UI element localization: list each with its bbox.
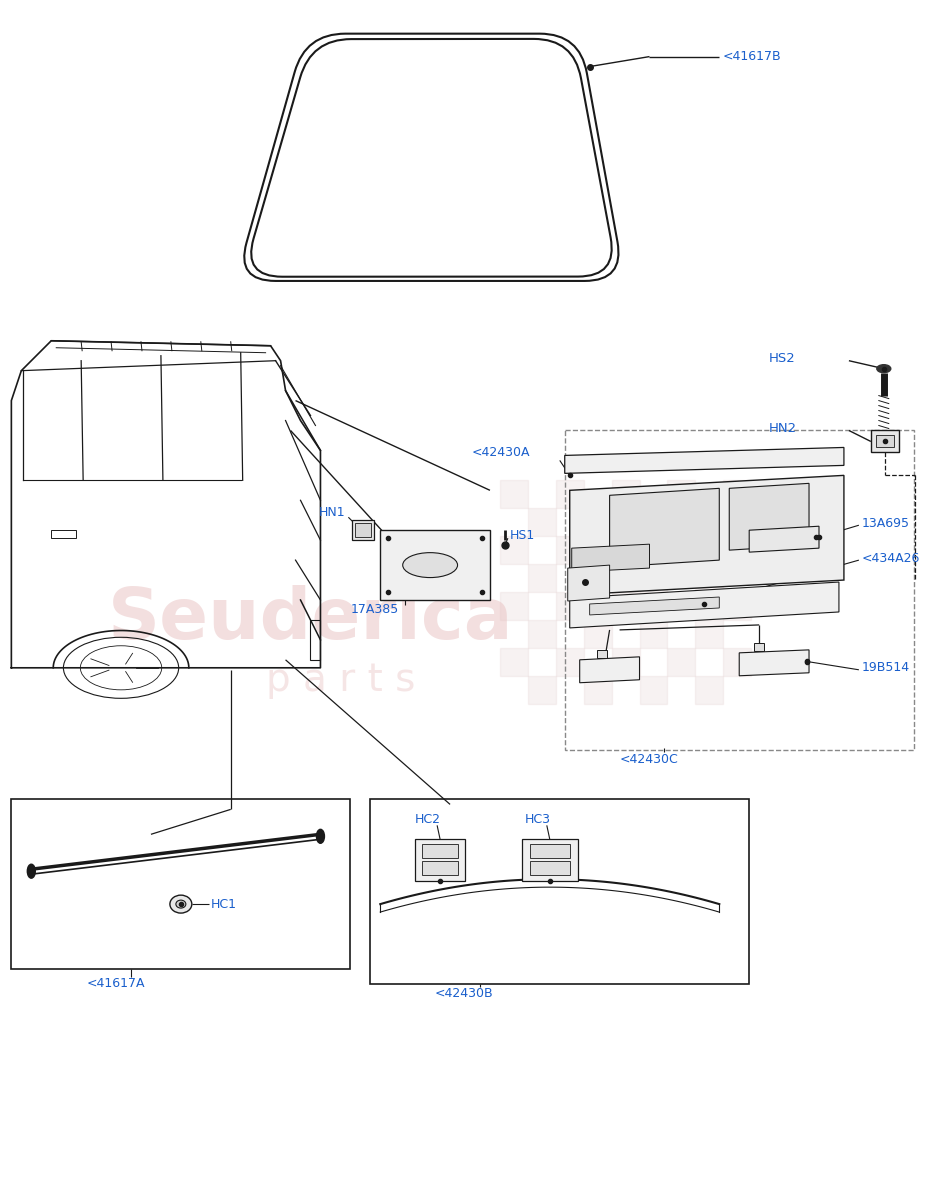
Bar bbox=[668, 536, 695, 564]
Bar bbox=[555, 480, 584, 509]
Bar bbox=[500, 648, 528, 676]
Bar bbox=[565, 431, 914, 750]
Bar bbox=[668, 648, 695, 676]
Polygon shape bbox=[580, 656, 639, 683]
Text: p a r t s: p a r t s bbox=[265, 661, 415, 698]
Bar bbox=[639, 620, 668, 648]
Polygon shape bbox=[572, 544, 650, 572]
Bar bbox=[522, 839, 577, 881]
Ellipse shape bbox=[176, 900, 185, 908]
Text: <434A26: <434A26 bbox=[862, 552, 921, 565]
Bar bbox=[639, 564, 668, 592]
Text: HS1: HS1 bbox=[510, 529, 535, 541]
Bar bbox=[584, 620, 611, 648]
Bar bbox=[668, 592, 695, 620]
Polygon shape bbox=[610, 488, 719, 568]
Bar bbox=[11, 799, 350, 968]
Polygon shape bbox=[590, 598, 719, 614]
Bar bbox=[611, 592, 639, 620]
Text: 13A695: 13A695 bbox=[862, 517, 910, 529]
Bar bbox=[668, 480, 695, 509]
Bar bbox=[370, 799, 749, 984]
Polygon shape bbox=[570, 582, 839, 628]
Text: HN2: HN2 bbox=[769, 422, 797, 436]
Bar bbox=[353, 521, 375, 540]
Bar bbox=[500, 480, 528, 509]
Text: Seuderica: Seuderica bbox=[107, 586, 514, 654]
Bar bbox=[695, 620, 724, 648]
Text: 17A385: 17A385 bbox=[350, 604, 398, 617]
Text: 19B514: 19B514 bbox=[862, 661, 910, 674]
Ellipse shape bbox=[28, 864, 35, 878]
Text: <41617B: <41617B bbox=[722, 50, 781, 64]
Bar bbox=[530, 862, 570, 875]
Bar bbox=[500, 592, 528, 620]
Ellipse shape bbox=[317, 829, 324, 844]
Bar bbox=[422, 862, 458, 875]
Ellipse shape bbox=[402, 553, 457, 577]
Bar bbox=[876, 436, 894, 448]
Polygon shape bbox=[739, 650, 809, 676]
Bar bbox=[51, 530, 76, 538]
Bar bbox=[695, 509, 724, 536]
Bar bbox=[871, 431, 899, 452]
Bar bbox=[500, 536, 528, 564]
Polygon shape bbox=[380, 530, 490, 600]
Text: HS2: HS2 bbox=[769, 353, 796, 365]
Text: HC3: HC3 bbox=[525, 812, 551, 826]
Text: <42430B: <42430B bbox=[436, 988, 494, 1001]
Text: <42430C: <42430C bbox=[620, 754, 678, 766]
Bar bbox=[528, 676, 555, 703]
Bar bbox=[528, 620, 555, 648]
Text: HN1: HN1 bbox=[319, 505, 345, 518]
Bar bbox=[528, 564, 555, 592]
Bar bbox=[422, 845, 458, 858]
Bar bbox=[754, 643, 765, 650]
Bar bbox=[528, 509, 555, 536]
Bar bbox=[584, 564, 611, 592]
Bar bbox=[596, 650, 607, 658]
Polygon shape bbox=[749, 527, 819, 552]
Bar bbox=[639, 509, 668, 536]
Polygon shape bbox=[565, 448, 844, 473]
Bar bbox=[724, 480, 751, 509]
Bar bbox=[724, 592, 751, 620]
Bar bbox=[310, 620, 320, 660]
Bar bbox=[724, 648, 751, 676]
Ellipse shape bbox=[877, 365, 891, 373]
Polygon shape bbox=[568, 565, 610, 601]
Bar bbox=[611, 480, 639, 509]
Polygon shape bbox=[729, 484, 809, 550]
Text: HC1: HC1 bbox=[211, 898, 237, 911]
Text: <41617A: <41617A bbox=[87, 977, 145, 990]
Polygon shape bbox=[570, 475, 844, 595]
Bar bbox=[530, 845, 570, 858]
Bar bbox=[611, 648, 639, 676]
Bar bbox=[639, 676, 668, 703]
Bar bbox=[695, 676, 724, 703]
Bar bbox=[695, 564, 724, 592]
Bar bbox=[555, 648, 584, 676]
Ellipse shape bbox=[170, 895, 192, 913]
Text: HC2: HC2 bbox=[416, 812, 441, 826]
Bar bbox=[555, 536, 584, 564]
Text: <42430A: <42430A bbox=[472, 446, 530, 458]
Bar bbox=[356, 523, 371, 538]
Bar bbox=[611, 536, 639, 564]
Bar bbox=[555, 592, 584, 620]
Bar bbox=[584, 509, 611, 536]
Bar bbox=[416, 839, 465, 881]
Bar bbox=[724, 536, 751, 564]
Bar bbox=[584, 676, 611, 703]
